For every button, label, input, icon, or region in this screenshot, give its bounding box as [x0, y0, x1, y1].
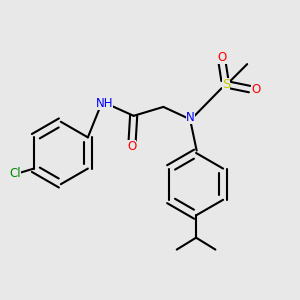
Text: NH: NH: [96, 97, 113, 110]
Text: O: O: [251, 83, 260, 96]
Text: Cl: Cl: [9, 167, 21, 180]
Text: N: N: [186, 111, 195, 124]
Text: S: S: [222, 77, 230, 91]
Text: O: O: [217, 51, 226, 64]
Text: O: O: [127, 140, 136, 153]
